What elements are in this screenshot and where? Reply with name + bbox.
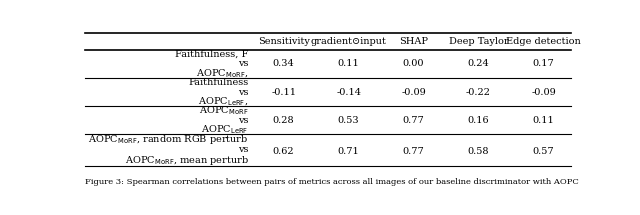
Text: 0.16: 0.16	[468, 116, 490, 125]
Text: 0.34: 0.34	[273, 59, 294, 68]
Text: 0.71: 0.71	[338, 147, 360, 156]
Text: AOPC$_{\mathrm{LeRF}}$: AOPC$_{\mathrm{LeRF}}$	[201, 123, 248, 136]
Text: 0.24: 0.24	[468, 59, 490, 68]
Text: -0.14: -0.14	[336, 88, 361, 97]
Text: 0.77: 0.77	[403, 116, 424, 125]
Text: Deep Taylor: Deep Taylor	[449, 37, 508, 46]
Text: 0.11: 0.11	[532, 116, 554, 125]
Text: AOPC$_{\mathrm{MoRF}}$: AOPC$_{\mathrm{MoRF}}$	[199, 104, 248, 117]
Text: Faithfulness, F: Faithfulness, F	[175, 50, 248, 59]
Text: vs: vs	[238, 116, 248, 125]
Text: 0.53: 0.53	[338, 116, 360, 125]
Text: AOPC$_{\mathrm{MoRF}}$,: AOPC$_{\mathrm{MoRF}}$,	[196, 67, 248, 80]
Text: 0.77: 0.77	[403, 147, 424, 156]
Text: SHAP: SHAP	[399, 37, 428, 46]
Text: AOPC$_{\mathrm{MoRF}}$, random RGB perturb: AOPC$_{\mathrm{MoRF}}$, random RGB pertu…	[88, 133, 248, 146]
Text: AOPC$_{\mathrm{MoRF}}$, mean perturb: AOPC$_{\mathrm{MoRF}}$, mean perturb	[125, 154, 248, 167]
Text: AOPC$_{\mathrm{LeRF}}$,: AOPC$_{\mathrm{LeRF}}$,	[198, 95, 248, 108]
Text: Sensitivity: Sensitivity	[258, 37, 310, 46]
Text: -0.11: -0.11	[271, 88, 296, 97]
Text: vs: vs	[238, 88, 248, 97]
Text: 0.58: 0.58	[468, 147, 490, 156]
Text: vs: vs	[238, 146, 248, 154]
Text: -0.22: -0.22	[466, 88, 491, 97]
Text: vs: vs	[238, 59, 248, 68]
Text: 0.11: 0.11	[338, 59, 360, 68]
Text: -0.09: -0.09	[531, 88, 556, 97]
Text: Figure 3: Spearman correlations between pairs of metrics across all images of ou: Figure 3: Spearman correlations between …	[85, 178, 579, 186]
Text: 0.17: 0.17	[532, 59, 554, 68]
Text: Edge detection: Edge detection	[506, 37, 581, 46]
Text: 0.62: 0.62	[273, 147, 294, 156]
Text: 0.00: 0.00	[403, 59, 424, 68]
Text: 0.28: 0.28	[273, 116, 294, 125]
Text: -0.09: -0.09	[401, 88, 426, 97]
Text: 0.57: 0.57	[532, 147, 554, 156]
Text: gradient⊙input: gradient⊙input	[310, 37, 387, 46]
Text: Faithfulness: Faithfulness	[188, 78, 248, 87]
